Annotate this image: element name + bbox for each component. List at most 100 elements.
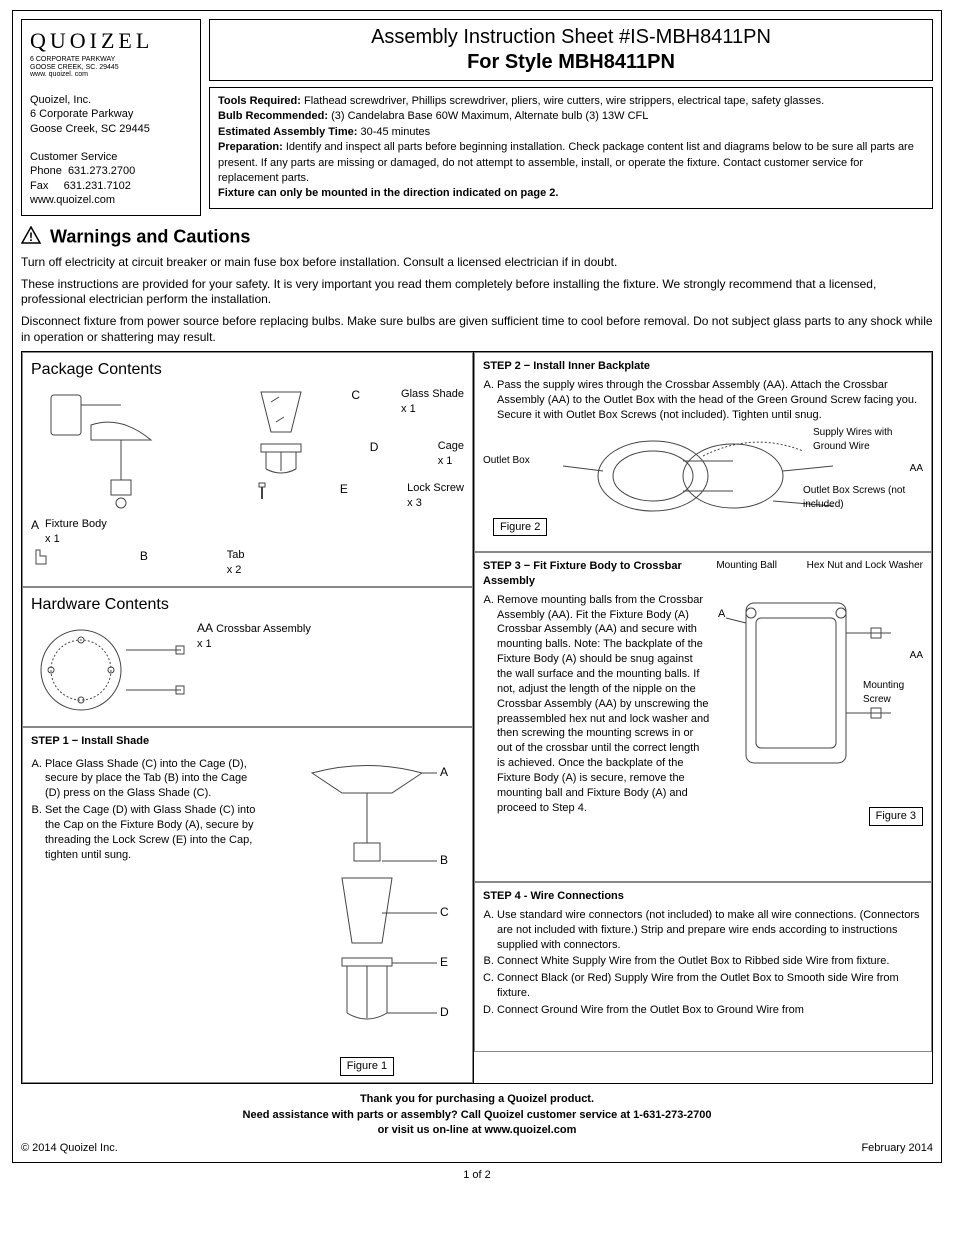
step1-list: Place Glass Shade (C) into the Cage (D),… bbox=[31, 757, 264, 863]
step2-outlet: Outlet Box bbox=[483, 454, 530, 468]
step4-c: Connect Black (or Red) Supply Wire from … bbox=[497, 971, 923, 1001]
page: QUOIZEL 6 CORPORATE PARKWAY GOOSE CREEK,… bbox=[12, 10, 942, 1163]
step1: STEP 1 − Install Shade Place Glass Shade… bbox=[22, 727, 473, 1084]
fixture-body-icon bbox=[31, 385, 171, 515]
pkg-item-E: E Lock Screwx 3 bbox=[251, 481, 465, 511]
info-box: Tools Required: Flathead screwdriver, Ph… bbox=[209, 87, 933, 209]
fig1-label-C: C bbox=[440, 905, 449, 919]
step4-title: STEP 4 - Wire Connections bbox=[483, 889, 923, 904]
step3-title: STEP 3 − Fit Fixture Body to Crossbar As… bbox=[483, 559, 710, 589]
glass-shade-icon bbox=[251, 387, 311, 437]
hw-item-AA: AA Crossbar Assemblyx 1 bbox=[197, 620, 311, 720]
contact-block: Customer Service Phone 631.273.2700 Fax … bbox=[30, 150, 192, 207]
package-layout: A Fixture Bodyx 1 B Tabx 2 C bbox=[31, 385, 464, 580]
fig3-label-A: A bbox=[718, 608, 726, 620]
step3-layout: STEP 3 − Fit Fixture Body to Crossbar As… bbox=[483, 559, 923, 826]
warn-p3: Disconnect fixture from power source bef… bbox=[21, 314, 933, 345]
step3-mscrew: Mounting Screw bbox=[863, 679, 923, 706]
mount-note: Fixture can only be mounted in the direc… bbox=[218, 186, 924, 201]
date: February 2014 bbox=[861, 1142, 933, 1154]
warnings-heading: ! Warnings and Cautions bbox=[21, 226, 933, 249]
pkg-col2: C Glass Shadex 1 D Cagex 1 E Lock Screwx… bbox=[251, 385, 465, 580]
step4-list: Use standard wire connectors (not includ… bbox=[483, 908, 923, 1018]
main-grid: Package Contents bbox=[21, 351, 933, 1084]
hw-layout: AA Crossbar Assemblyx 1 bbox=[31, 620, 464, 720]
company-box: QUOIZEL 6 CORPORATE PARKWAY GOOSE CREEK,… bbox=[21, 19, 201, 216]
package-contents: Package Contents bbox=[22, 352, 473, 587]
pkg-item-C: C Glass Shadex 1 bbox=[251, 387, 465, 437]
hardware-heading: Hardware Contents bbox=[31, 594, 464, 616]
title-box: Assembly Instruction Sheet #IS-MBH8411PN… bbox=[209, 19, 933, 81]
logo-addr2: GOOSE CREEK, SC. 29445 bbox=[30, 64, 192, 72]
warn-p1: Turn off electricity at circuit breaker … bbox=[21, 255, 933, 271]
page-number: 1 of 2 bbox=[10, 1169, 944, 1181]
left-col: Package Contents bbox=[22, 352, 474, 1083]
step2-aa: AA bbox=[910, 462, 923, 476]
bulb-row: Bulb Recommended: (3) Candelabra Base 60… bbox=[218, 109, 924, 124]
hardware-contents: Hardware Contents AA bbox=[22, 587, 473, 727]
tools-row: Tools Required: Flathead screwdriver, Ph… bbox=[218, 94, 924, 109]
logo-site: www. quoizel. com bbox=[30, 71, 192, 79]
step2-screws: Outlet Box Screws (not included) bbox=[803, 484, 923, 511]
addr-line1: 6 Corporate Parkway bbox=[30, 107, 192, 121]
copyright: © 2014 Quoizel Inc. bbox=[21, 1142, 118, 1154]
fig1-label-D: D bbox=[440, 1005, 449, 1019]
address-block: Quoizel, Inc. 6 Corporate Parkway Goose … bbox=[30, 93, 192, 136]
url: www.quoizel.com bbox=[30, 193, 192, 207]
footer-help: Need assistance with parts or assembly? … bbox=[21, 1108, 933, 1123]
step1-layout: Place Glass Shade (C) into the Cage (D),… bbox=[31, 753, 464, 1077]
step3-aa: AA bbox=[910, 649, 923, 663]
step2-list: Pass the supply wires through the Crossb… bbox=[483, 378, 923, 423]
phone-row: Phone 631.273.2700 bbox=[30, 164, 192, 178]
step4-a: Use standard wire connectors (not includ… bbox=[497, 908, 923, 953]
logo-sub: 6 CORPORATE PARKWAY GOOSE CREEK, SC. 294… bbox=[30, 56, 192, 79]
addr-name: Quoizel, Inc. bbox=[30, 93, 192, 107]
time-row: Estimated Assembly Time: 30-45 minutes bbox=[218, 125, 924, 140]
fig1-label-B: B bbox=[440, 853, 448, 867]
addr-line2: Goose Creek, SC 29445 bbox=[30, 122, 192, 136]
bottom-line: © 2014 Quoizel Inc. February 2014 bbox=[21, 1142, 933, 1154]
step1-a: Place Glass Shade (C) into the Cage (D),… bbox=[45, 757, 264, 802]
step3-diagram: Mounting Ball Hex Nut and Lock Washer bbox=[716, 559, 923, 826]
warning-icon: ! bbox=[21, 226, 41, 249]
step4-d: Connect Ground Wire from the Outlet Box … bbox=[497, 1003, 923, 1018]
step2-supply: Supply Wires with Ground Wire bbox=[813, 426, 923, 453]
step1-title: STEP 1 − Install Shade bbox=[31, 734, 464, 749]
footer-visit: or visit us on-line at www.quoizel.com bbox=[21, 1123, 933, 1138]
lock-screw-icon bbox=[251, 481, 281, 501]
step2: STEP 2 − Install Inner Backplate Pass th… bbox=[474, 352, 932, 552]
cs-label: Customer Service bbox=[30, 150, 192, 164]
top-row: QUOIZEL 6 CORPORATE PARKWAY GOOSE CREEK,… bbox=[21, 19, 933, 216]
fig1-label-A: A bbox=[440, 765, 448, 779]
logo-name: QUOIZEL bbox=[30, 28, 192, 54]
step3-list: Remove mounting balls from the Crossbar … bbox=[483, 593, 710, 816]
package-heading: Package Contents bbox=[31, 359, 464, 381]
figure2-label: Figure 2 bbox=[493, 518, 547, 537]
step2-diagram: Outlet Box Supply Wires with Ground Wire… bbox=[483, 426, 923, 536]
crossbar-icon bbox=[31, 620, 191, 720]
step3-text: STEP 3 − Fit Fixture Body to Crossbar As… bbox=[483, 559, 710, 826]
fax-row: Fax 631.231.7102 bbox=[30, 179, 192, 193]
fig1-label-E: E bbox=[440, 955, 448, 969]
pkg-item-A: A Fixture Bodyx 1 bbox=[31, 517, 245, 547]
step4-b: Connect White Supply Wire from the Outle… bbox=[497, 954, 923, 969]
figure3-label: Figure 3 bbox=[869, 807, 923, 826]
tab-icon bbox=[31, 548, 61, 568]
figure1-svg: A B C E D bbox=[282, 753, 452, 1053]
step1-text: Place Glass Shade (C) into the Cage (D),… bbox=[31, 753, 264, 1077]
title-line1: Assembly Instruction Sheet #IS-MBH8411PN bbox=[216, 26, 926, 49]
title-line2: For Style MBH8411PN bbox=[216, 51, 926, 74]
step1-b: Set the Cage (D) with Glass Shade (C) in… bbox=[45, 803, 264, 862]
step3-a: Remove mounting balls from the Crossbar … bbox=[497, 593, 710, 816]
step3: STEP 3 − Fit Fixture Body to Crossbar As… bbox=[474, 552, 932, 882]
pkg-item-D: D Cagex 1 bbox=[251, 439, 465, 479]
step2-title: STEP 2 − Install Inner Backplate bbox=[483, 359, 923, 374]
pkg-item-B: B Tabx 2 bbox=[31, 548, 245, 578]
step4: STEP 4 - Wire Connections Use standard w… bbox=[474, 882, 932, 1052]
cage-icon bbox=[251, 439, 311, 479]
step2-a: Pass the supply wires through the Crossb… bbox=[497, 378, 923, 423]
right-top: Assembly Instruction Sheet #IS-MBH8411PN… bbox=[209, 19, 933, 216]
footer-thanks: Thank you for purchasing a Quoizel produ… bbox=[21, 1092, 933, 1107]
footer: Thank you for purchasing a Quoizel produ… bbox=[21, 1092, 933, 1138]
right-col: STEP 2 − Install Inner Backplate Pass th… bbox=[474, 352, 932, 1083]
